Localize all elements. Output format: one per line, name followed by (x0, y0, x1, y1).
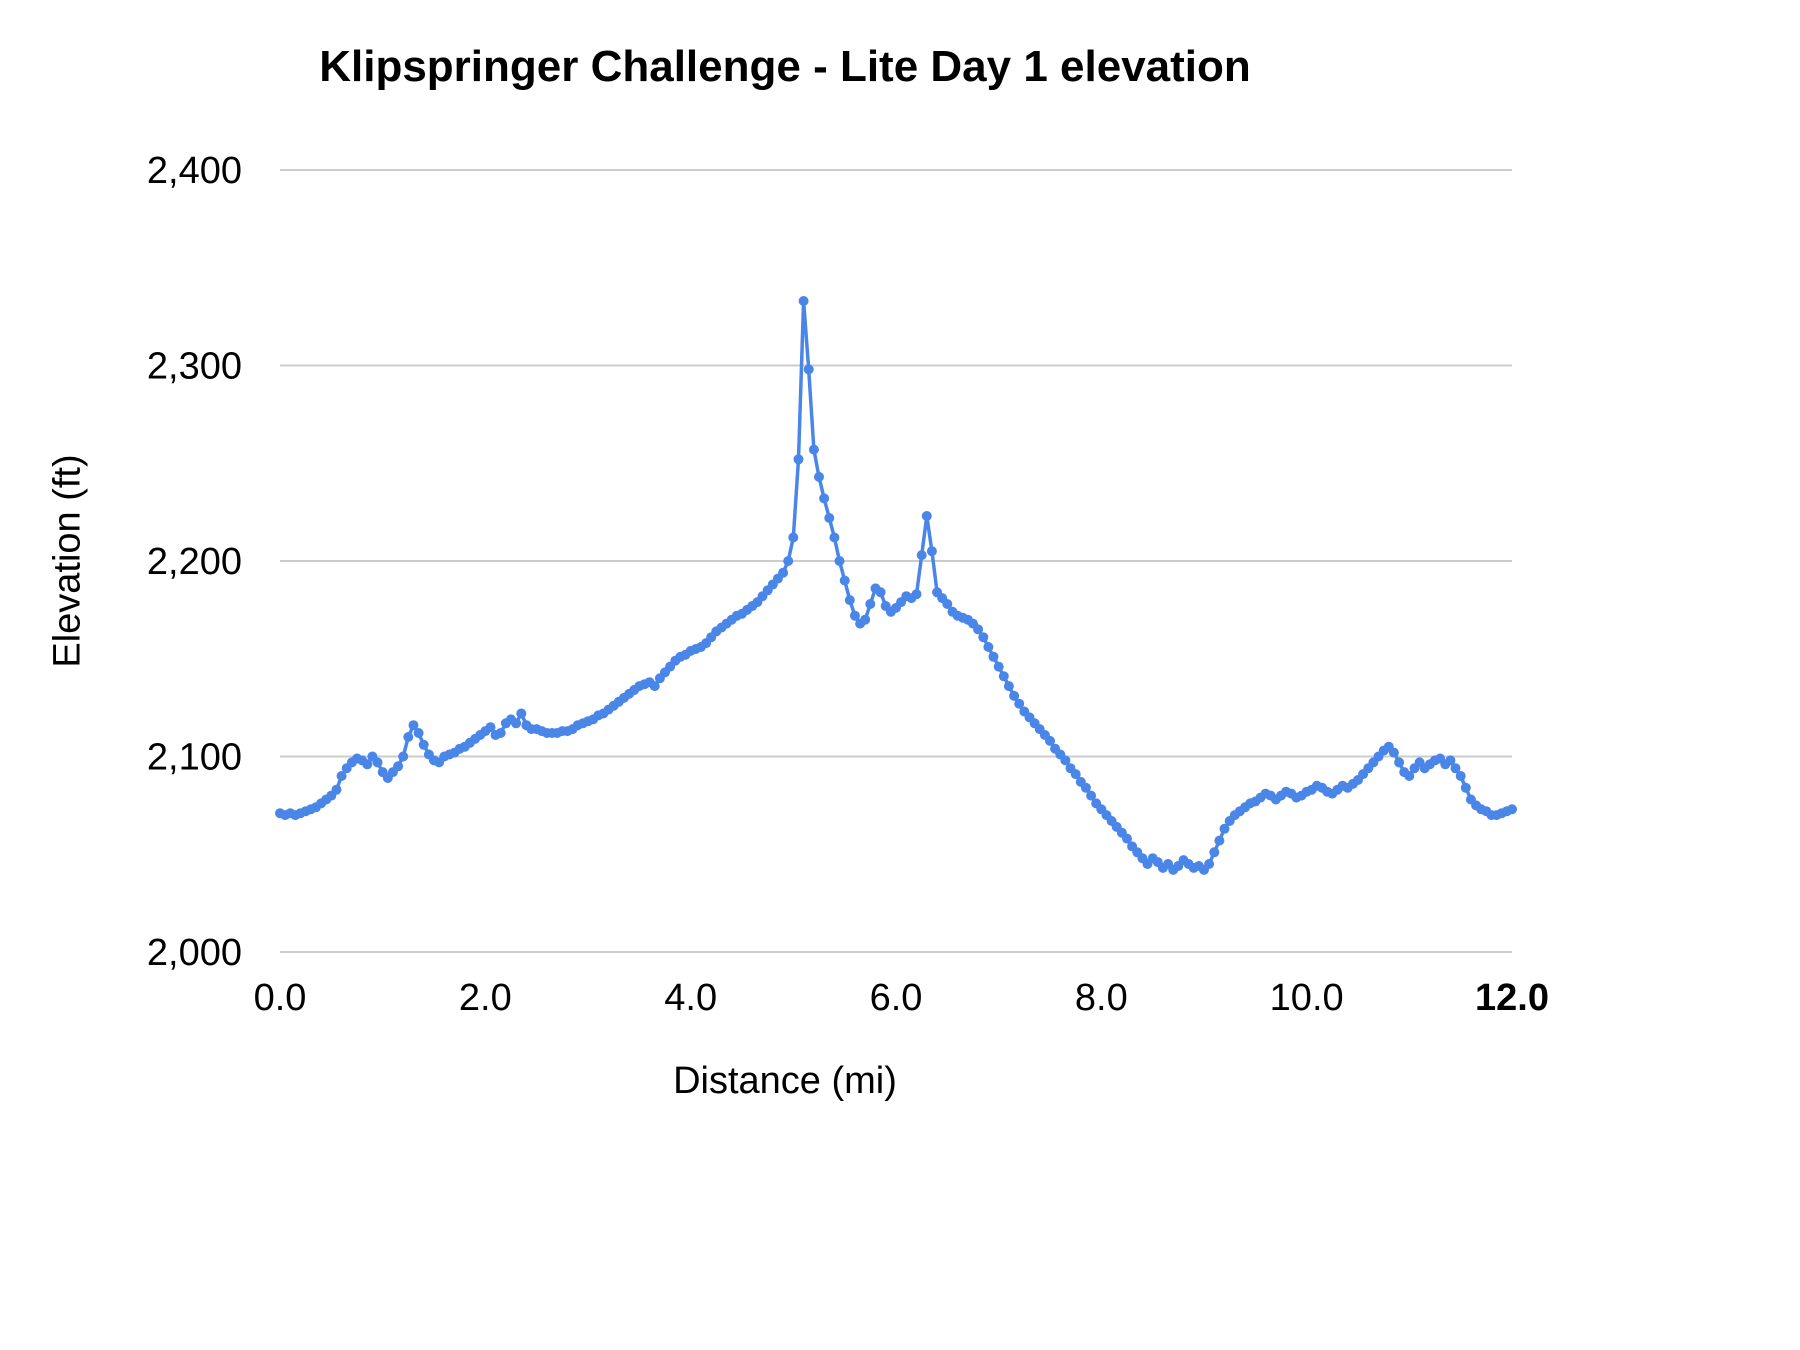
x-tick-label: 6.0 (870, 977, 923, 1019)
y-tick-label: 2,300 (147, 346, 242, 388)
chart-title: Klipspringer Challenge - Lite Day 1 elev… (319, 42, 1251, 91)
y-tick-label: 2,000 (147, 932, 242, 974)
elevation-series-markers (275, 296, 1517, 875)
x-tick-label: 10.0 (1270, 977, 1344, 1019)
x-tick-label: 0.0 (254, 977, 307, 1019)
elevation-series-line (278, 299, 1514, 872)
x-tick-label: 2.0 (459, 977, 512, 1019)
x-tick-label: 8.0 (1075, 977, 1128, 1019)
x-axis-title: Distance (mi) (673, 1060, 897, 1102)
y-tick-label: 2,400 (147, 150, 242, 192)
y-tick-label: 2,200 (147, 541, 242, 583)
x-tick-label: 12.0 (1475, 977, 1549, 1019)
y-tick-label: 2,100 (147, 737, 242, 779)
x-tick-label: 4.0 (664, 977, 717, 1019)
